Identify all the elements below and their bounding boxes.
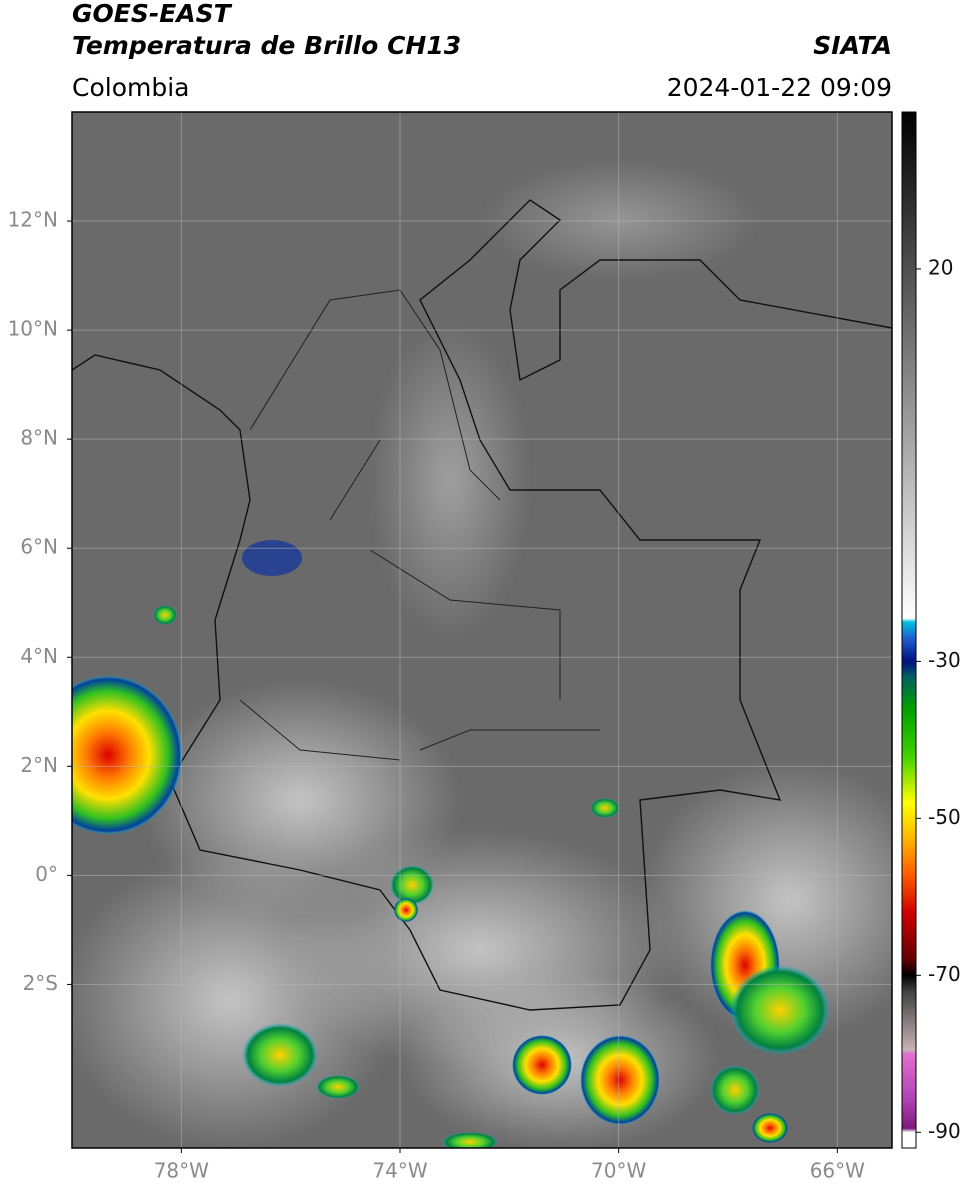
y-tick-label: 8°N [20,426,58,450]
colorbar [901,111,917,1149]
subtitle: Temperatura de Brillo CH13 [72,31,461,60]
source: SIATA [813,31,892,60]
y-tick-label: 2°S [23,971,58,995]
admin-borders [239,289,600,761]
map-frame [71,111,893,1149]
y-tick-label: 2°N [20,753,58,777]
title: GOES-EAST [72,0,233,28]
colorbar-tick-label: -30 [928,648,961,672]
y-tick-label: 6°N [20,535,58,559]
y-tick-label: 0° [35,862,58,886]
satellite-image [72,112,892,1148]
colorbar-tick-label: -50 [928,805,961,829]
y-tick-label: 10°N [8,317,58,341]
graticule [72,112,892,1148]
region: Colombia [72,73,189,102]
y-tick-label: 4°N [20,644,58,668]
border [72,199,892,1011]
y-tick-label: 12°N [8,208,58,232]
colorbar-tick-label: -70 [928,962,961,986]
x-tick-label: 78°W [154,1159,209,1183]
x-tick-label: 70°W [591,1159,646,1183]
x-tick-label: 66°W [810,1159,865,1183]
colorbar-tick-label: 20 [928,255,953,279]
convective-cells [72,540,830,1148]
colorbar-tick-label: -90 [928,1119,961,1143]
x-tick-label: 74°W [372,1159,427,1183]
timestamp: 2024-01-22 09:09 [667,73,892,102]
